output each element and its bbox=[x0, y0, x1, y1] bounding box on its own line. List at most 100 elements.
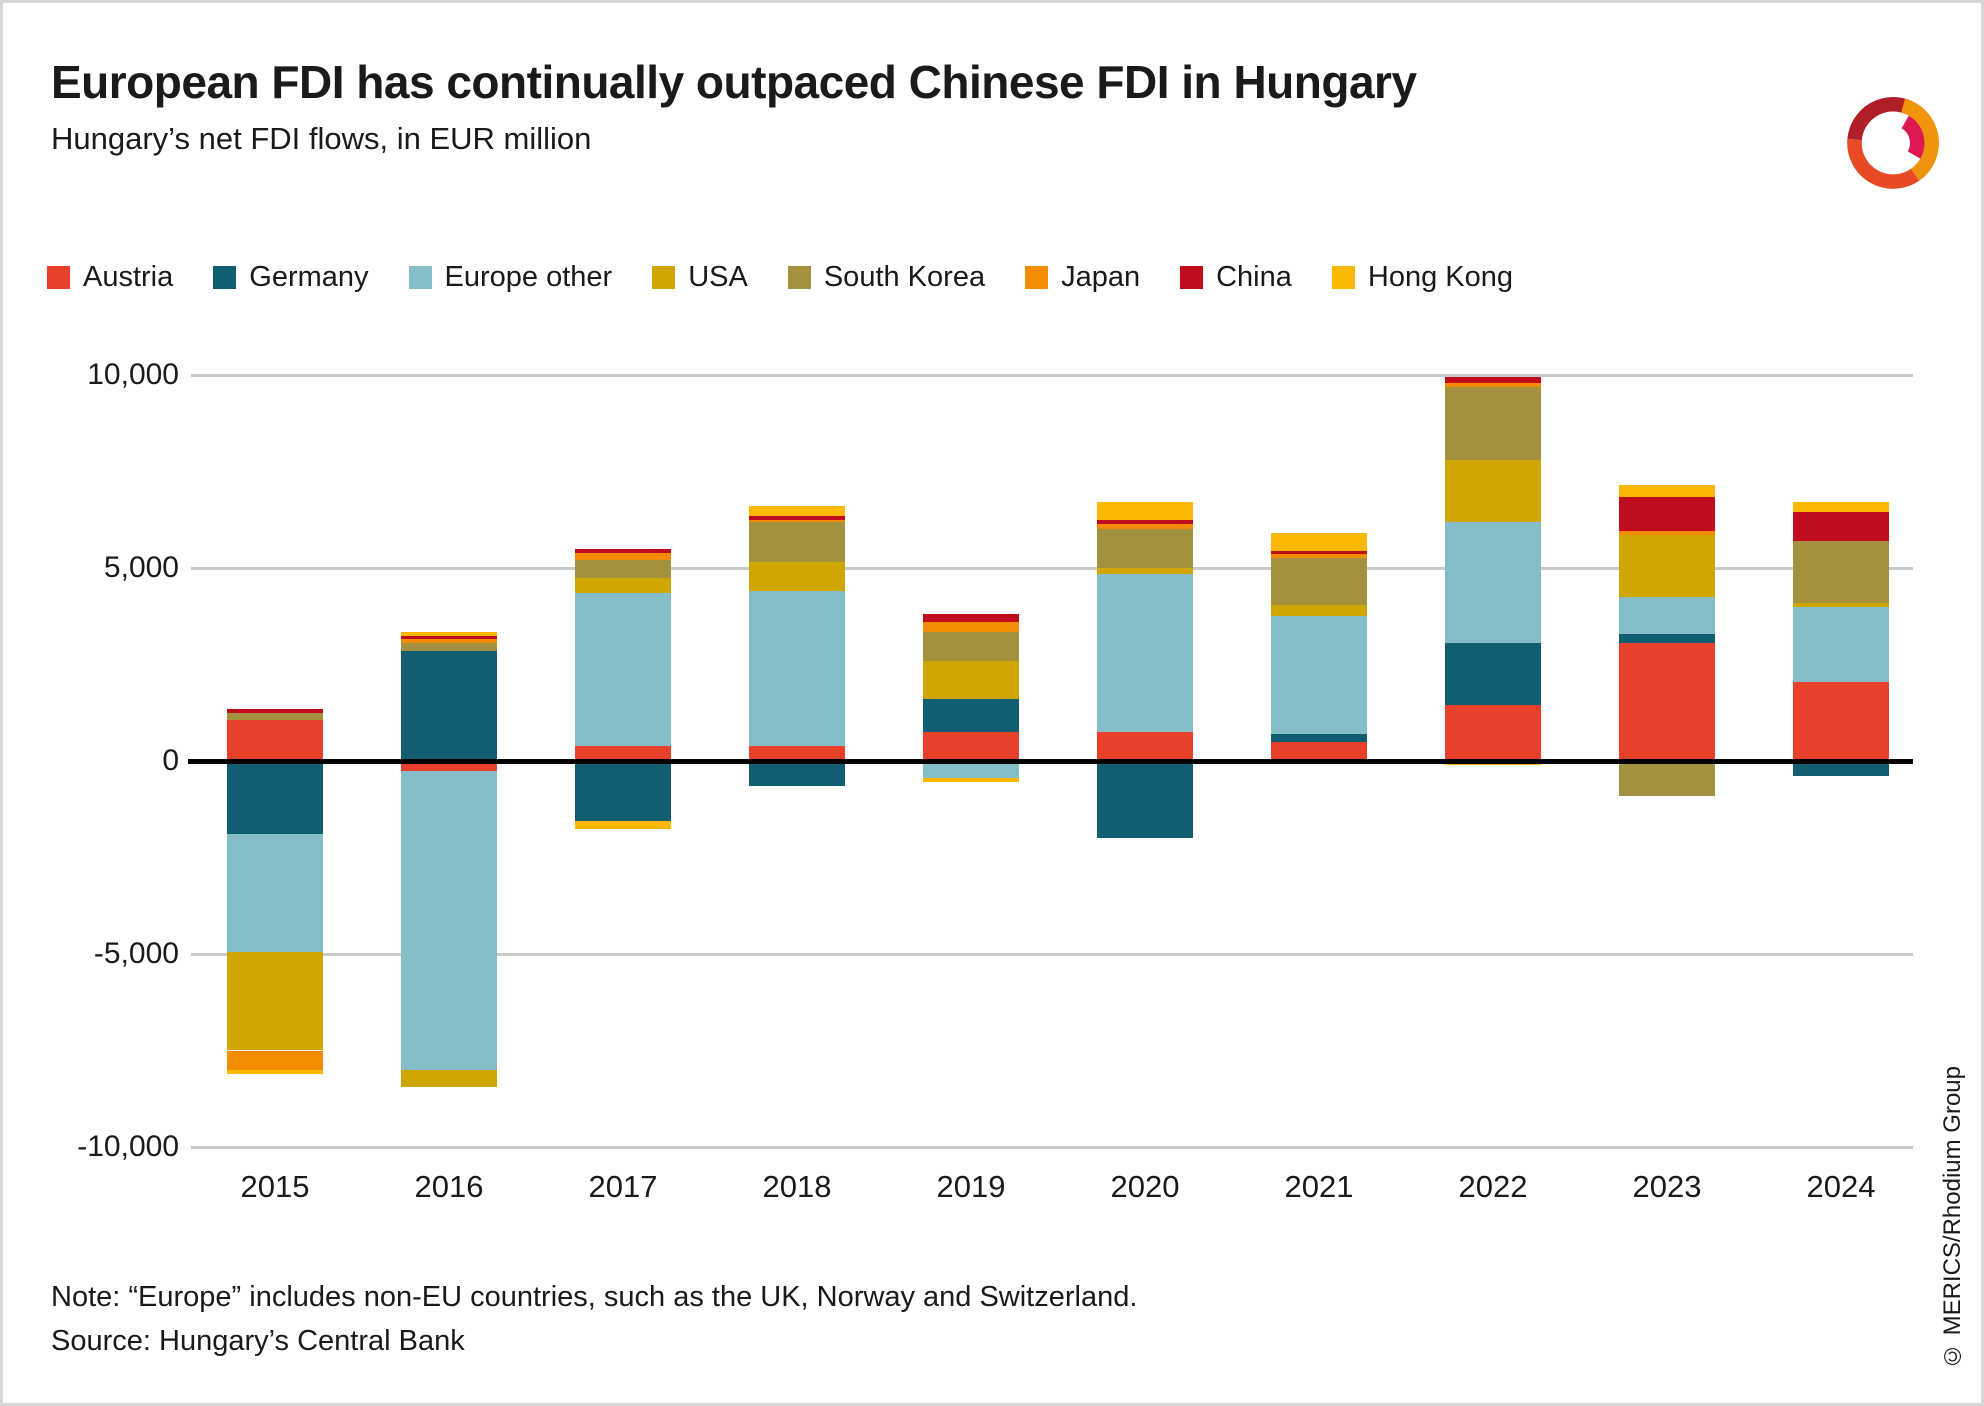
source-text: Source: Hungary’s Central Bank bbox=[51, 1325, 465, 1357]
gridline bbox=[191, 566, 1913, 570]
bar-segment-china-2023 bbox=[1619, 496, 1715, 532]
legend-item-china: China bbox=[1180, 261, 1292, 294]
bar-segment-usa-2016 bbox=[401, 1069, 497, 1088]
bar-segment-usa-2023 bbox=[1619, 535, 1715, 597]
bar-segment-japan-2015 bbox=[227, 1050, 323, 1070]
legend-swatch-europe-other bbox=[408, 266, 432, 289]
logo-darkred-ribbon bbox=[1847, 97, 1913, 141]
bar-segment-europe-other-2020 bbox=[1097, 573, 1193, 733]
legend-item-europe-other: Europe other bbox=[408, 261, 613, 294]
bar-segment-austria-2020 bbox=[1097, 732, 1193, 761]
bar-segment-china-2015 bbox=[227, 708, 323, 713]
legend-swatch-china bbox=[1180, 266, 1204, 289]
note-text: Note: “Europe” includes non-EU countries… bbox=[51, 1281, 1138, 1313]
x-tick-label-2017: 2017 bbox=[588, 1169, 658, 1204]
bar-segment-germany-2018 bbox=[749, 761, 845, 787]
logo-magenta-ribbon bbox=[1901, 114, 1927, 160]
gridline bbox=[191, 373, 1913, 377]
gridline bbox=[191, 952, 1913, 956]
y-tick-label: 5,000 bbox=[103, 551, 179, 584]
bar-segment-china-2019 bbox=[923, 614, 1019, 623]
bar-segment-germany-2022 bbox=[1445, 643, 1541, 706]
bar-segment-china-2022 bbox=[1445, 376, 1541, 383]
copyright-vertical-text: © MERICS/Rhodium Group bbox=[1939, 1065, 1966, 1369]
bar-segment-hong-kong-2016 bbox=[401, 631, 497, 636]
bar-segment-europe-other-2024 bbox=[1793, 606, 1889, 682]
bar-segment-usa-2019 bbox=[923, 660, 1019, 700]
bar-segment-china-2021 bbox=[1271, 550, 1367, 555]
bar-segment-china-2017 bbox=[575, 548, 671, 553]
bar-segment-austria-2022 bbox=[1445, 705, 1541, 761]
x-tick-label-2023: 2023 bbox=[1632, 1169, 1702, 1204]
y-tick-label: 0 bbox=[162, 744, 179, 777]
bar-segment-japan-2020 bbox=[1097, 523, 1193, 530]
bar-segment-germany-2015 bbox=[227, 761, 323, 835]
plot-area: 10,000 5,000 0 -5,000 -10,000 2015 2016 2017 201… bbox=[3, 3, 1981, 1403]
bar-segment-hong-kong-2015 bbox=[227, 1069, 323, 1074]
bar-segment-japan-2018 bbox=[749, 519, 845, 522]
bar-segment-south-korea-2015 bbox=[227, 712, 323, 721]
bar-segment-hong-kong-2020 bbox=[1097, 502, 1193, 520]
bar-segment-austria-2021 bbox=[1271, 741, 1367, 761]
bar-segment-germany-2016 bbox=[401, 650, 497, 761]
logo-orange-ribbon bbox=[1900, 98, 1939, 181]
legend: Austria Germany Europe other USA South Korea… bbox=[47, 261, 1513, 294]
bar-segment-europe-other-2018 bbox=[749, 591, 845, 746]
bar-segment-austria-2023 bbox=[1619, 643, 1715, 761]
bar-segment-south-korea-2022 bbox=[1445, 386, 1541, 460]
bar-segment-austria-2017 bbox=[575, 745, 671, 761]
legend-item-japan: Japan bbox=[1025, 261, 1140, 294]
x-tick-label-2022: 2022 bbox=[1458, 1169, 1528, 1204]
x-tick-label-2021: 2021 bbox=[1284, 1169, 1354, 1204]
bar-segment-austria-2016 bbox=[401, 761, 497, 771]
bar-segment-usa-2020 bbox=[1097, 568, 1193, 574]
bar-segment-south-korea-2023 bbox=[1619, 761, 1715, 796]
bar-segment-japan-2023 bbox=[1619, 531, 1715, 536]
bar-segment-usa-2018 bbox=[749, 562, 845, 592]
bar-segment-south-korea-2024 bbox=[1793, 540, 1889, 603]
legend-label-germany: Germany bbox=[249, 261, 369, 293]
bar-segment-japan-2019 bbox=[923, 622, 1019, 632]
bar-segment-hong-kong-2018 bbox=[749, 506, 845, 516]
bar-segment-europe-other-2023 bbox=[1619, 596, 1715, 634]
legend-item-hong-kong: Hong Kong bbox=[1331, 261, 1513, 294]
bar-segment-japan-2016 bbox=[401, 639, 497, 644]
bar-segment-germany-2024 bbox=[1793, 761, 1889, 777]
bar-segment-china-2016 bbox=[401, 635, 497, 640]
bar-segment-austria-2015 bbox=[227, 720, 323, 761]
legend-label-china: China bbox=[1216, 261, 1292, 293]
x-tick-label-2015: 2015 bbox=[240, 1169, 310, 1204]
legend-item-usa: USA bbox=[652, 261, 748, 294]
bar-segment-usa-2017 bbox=[575, 577, 671, 594]
bar-segment-usa-2015 bbox=[227, 952, 323, 1051]
y-tick-label: -10,000 bbox=[77, 1130, 179, 1163]
bar-segment-usa-2021 bbox=[1271, 604, 1367, 617]
legend-swatch-south-korea bbox=[787, 266, 811, 289]
x-tick-label-2018: 2018 bbox=[762, 1169, 832, 1204]
bar-segment-hong-kong-2019 bbox=[923, 778, 1019, 783]
bar-segment-austria-2024 bbox=[1793, 681, 1889, 761]
bar-segment-japan-2022 bbox=[1445, 382, 1541, 387]
bar-segment-europe-other-2016 bbox=[401, 770, 497, 1070]
bar-segment-japan-2021 bbox=[1271, 554, 1367, 559]
y-tick-label: -5,000 bbox=[93, 937, 179, 970]
bar-segment-austria-2018 bbox=[749, 745, 845, 761]
x-tick-label-2020: 2020 bbox=[1110, 1169, 1180, 1204]
legend-label-usa: USA bbox=[688, 261, 748, 293]
bar-segment-usa-2024 bbox=[1793, 602, 1889, 607]
bar-segment-austria-2019 bbox=[923, 732, 1019, 761]
bar-segment-europe-other-2021 bbox=[1271, 616, 1367, 734]
bar-segment-germany-2023 bbox=[1619, 633, 1715, 644]
bar-segment-south-korea-2021 bbox=[1271, 558, 1367, 605]
bar-segment-germany-2020 bbox=[1097, 761, 1193, 839]
bar-segment-south-korea-2016 bbox=[401, 643, 497, 651]
page-subtitle: Hungary’s net FDI flows, in EUR million bbox=[51, 121, 592, 156]
legend-label-europe-other: Europe other bbox=[444, 261, 613, 293]
bar-segment-south-korea-2019 bbox=[923, 631, 1019, 661]
legend-swatch-hong-kong bbox=[1331, 266, 1355, 289]
zero-axis-line bbox=[188, 758, 1913, 764]
bar-segment-europe-other-2019 bbox=[923, 761, 1019, 779]
bar-segment-hong-kong-2024 bbox=[1793, 502, 1889, 513]
x-tick-label-2019: 2019 bbox=[936, 1169, 1006, 1204]
